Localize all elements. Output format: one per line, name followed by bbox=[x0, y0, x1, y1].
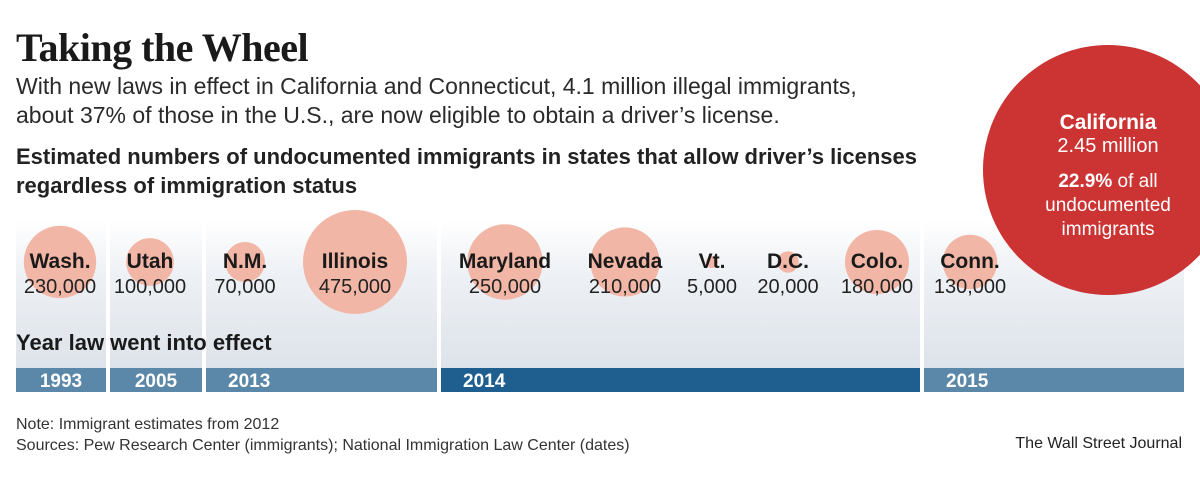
bubble-vt bbox=[706, 256, 718, 268]
bubble-nevada bbox=[590, 227, 660, 297]
year-bars-layer: 1993 2005 2013 2014 2015 bbox=[16, 368, 1184, 392]
footer-sources: Sources: Pew Research Center (immigrants… bbox=[16, 437, 630, 454]
footer-note: Note: Immigrant estimates from 2012 bbox=[16, 416, 280, 433]
callout-share: 22.9% of all bbox=[1058, 171, 1157, 192]
year-bar-2014 bbox=[441, 368, 920, 392]
year-heading: Year law went into effect bbox=[16, 330, 272, 355]
value-label-illinois: 475,000 bbox=[319, 276, 391, 298]
state-label-d-c: D.C. bbox=[767, 250, 809, 273]
year-label-2015: 2015 bbox=[946, 371, 989, 392]
bubble-colo bbox=[844, 229, 910, 295]
callout-state: California bbox=[1060, 111, 1157, 134]
bubble-california bbox=[983, 45, 1200, 295]
page-subtitle: With new laws in effect in California an… bbox=[16, 73, 857, 128]
callout-share-text-2: undocumented bbox=[1045, 195, 1171, 216]
year-bar-2015 bbox=[924, 368, 1184, 392]
bubble-d-c bbox=[777, 251, 799, 273]
callout-share-text-1: of all bbox=[1112, 171, 1157, 192]
value-label-nevada: 210,000 bbox=[589, 276, 661, 298]
page-title: Taking the Wheel bbox=[16, 25, 309, 70]
publisher-credit: The Wall Street Journal bbox=[1015, 435, 1182, 452]
state-label-conn: Conn. bbox=[940, 250, 999, 273]
callout-value: 2.45 million bbox=[1057, 135, 1158, 157]
value-label-wash: 230,000 bbox=[24, 276, 96, 298]
value-label-vt: 5,000 bbox=[687, 276, 737, 298]
value-label-n-m: 70,000 bbox=[214, 276, 275, 298]
year-label-2014: 2014 bbox=[463, 371, 506, 392]
state-label-colo: Colo. bbox=[851, 250, 904, 273]
labels-layer: Wash. 230,000 Utah 100,000 N.M. 70,000 Illinoi… bbox=[24, 250, 1006, 298]
value-label-d-c: 20,000 bbox=[757, 276, 818, 298]
state-label-vt: Vt. bbox=[699, 250, 726, 273]
footer-notes: Note: Immigrant estimates from 2012 Sour… bbox=[16, 414, 630, 456]
state-label-nevada: Nevada bbox=[588, 250, 663, 273]
year-label-2005: 2005 bbox=[135, 371, 178, 392]
value-label-utah: 100,000 bbox=[114, 276, 186, 298]
bubble-illinois bbox=[303, 210, 407, 314]
year-bar-1993 bbox=[16, 368, 106, 392]
value-label-conn: 130,000 bbox=[934, 276, 1006, 298]
value-label-colo: 180,000 bbox=[841, 276, 913, 298]
state-label-illinois: Illinois bbox=[322, 250, 389, 273]
bubble-utah bbox=[126, 238, 174, 286]
bubble-maryland bbox=[467, 224, 543, 300]
year-bar-2013 bbox=[206, 368, 437, 392]
state-label-wash: Wash. bbox=[29, 250, 90, 273]
year-label-1993: 1993 bbox=[40, 371, 82, 392]
bubble-wash bbox=[23, 225, 97, 299]
state-label-utah: Utah bbox=[127, 250, 174, 273]
year-label-2013: 2013 bbox=[228, 371, 270, 392]
year-bar-2005 bbox=[110, 368, 202, 392]
value-label-maryland: 250,000 bbox=[469, 276, 541, 298]
bubble-conn bbox=[942, 234, 998, 290]
state-label-maryland: Maryland bbox=[459, 250, 551, 273]
bubble-n-m bbox=[225, 242, 265, 282]
callout-share-text-3: immigrants bbox=[1062, 219, 1155, 240]
chart-heading: Estimated numbers of undocumented immigr… bbox=[16, 144, 918, 198]
bubbles-layer bbox=[23, 210, 998, 314]
callout-share-value: 22.9% bbox=[1058, 171, 1112, 192]
state-label-n-m: N.M. bbox=[223, 250, 267, 273]
